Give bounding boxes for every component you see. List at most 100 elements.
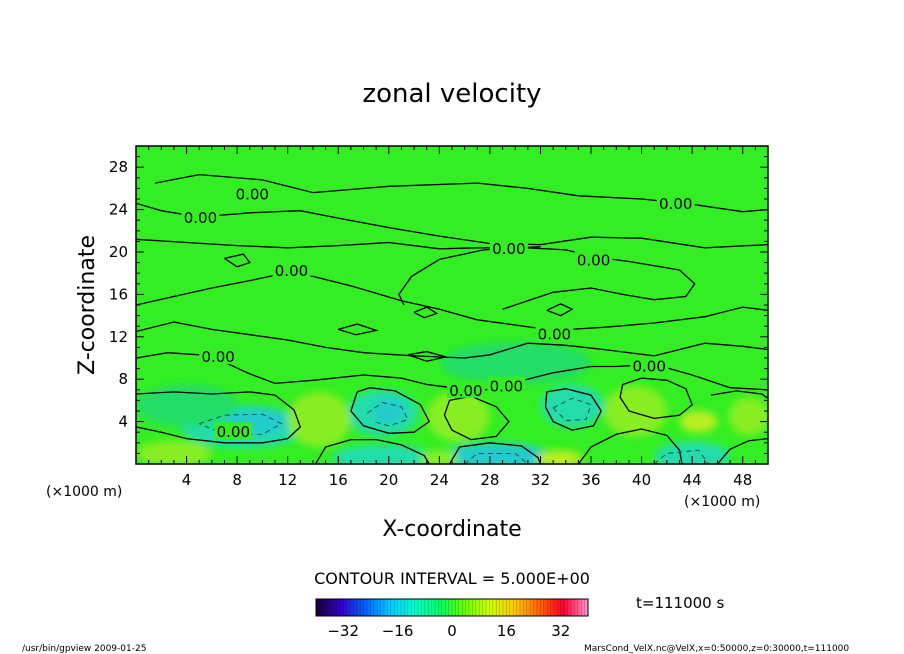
contour-line <box>136 274 768 332</box>
contour-line <box>544 388 602 431</box>
field-blob <box>372 398 406 424</box>
x-tick-label: 24 <box>430 471 449 489</box>
zero-contour-label: 0.00 <box>275 262 308 280</box>
zero-label-bg <box>214 422 253 440</box>
contour-line <box>136 321 768 359</box>
colorbar-stripes <box>319 599 585 616</box>
contour-line <box>224 253 251 268</box>
y-tick-label: 24 <box>109 201 128 219</box>
contour-line <box>710 390 768 399</box>
zero-label-bg <box>535 324 574 342</box>
zero-label-bg <box>489 238 528 256</box>
zero-label-bg <box>272 261 311 279</box>
contour-line <box>716 437 768 464</box>
contour-line <box>314 438 430 464</box>
x-axis-label: X-coordinate <box>382 517 521 542</box>
field-blob <box>728 397 768 436</box>
footer-left: /usr/bin/gpview 2009-01-25 <box>22 644 146 654</box>
y-tick-label: 4 <box>118 413 128 431</box>
contour-lines <box>136 173 768 464</box>
contour-line <box>136 391 302 444</box>
x-tick-label: 44 <box>683 471 702 489</box>
zero-label-bg <box>181 208 220 226</box>
zero-contour-label: 0.00 <box>236 186 269 204</box>
field-blob <box>536 450 583 464</box>
chart-title: zonal velocity <box>362 79 541 109</box>
zero-contour-label: 0.00 <box>490 378 523 396</box>
x-tick-label: 8 <box>232 471 242 489</box>
x-tick-label: 40 <box>632 471 651 489</box>
zero-contour-label: 0.00 <box>184 209 217 227</box>
x-tick-label: 12 <box>278 471 297 489</box>
contour-line <box>546 303 574 317</box>
field-blob <box>540 384 604 427</box>
y-tick-label: 16 <box>109 285 128 303</box>
colorbar-tick-label: 0 <box>447 622 457 640</box>
time-label: t=111000 s <box>636 594 724 612</box>
colorbar-tick-label: 16 <box>497 622 516 640</box>
zero-contour-label: 0.00 <box>217 423 250 441</box>
x-tick-label: 20 <box>379 471 398 489</box>
contour-line <box>407 350 446 362</box>
colorbar-tick-label: −16 <box>382 622 414 640</box>
zero-contour-label: 0.00 <box>659 195 692 213</box>
negative-contour-line <box>367 402 409 427</box>
contour-line <box>619 377 693 420</box>
contour-line <box>577 428 683 464</box>
x-tick-label: 16 <box>329 471 348 489</box>
contour-line <box>448 442 542 464</box>
zero-label-bg <box>574 250 613 268</box>
field-blob <box>603 385 667 437</box>
field-blob <box>439 342 592 385</box>
y-axis-label: Z-coordinate <box>75 235 100 375</box>
plot-area: 0.00 0.00 0.00 0.00 0.00 0.00 0.00 0.00 0.00 0.00… <box>136 146 768 464</box>
zero-label-bg <box>487 376 526 394</box>
field-blob <box>426 390 490 442</box>
y-tick-label: 8 <box>118 370 128 388</box>
field-blob <box>679 411 718 433</box>
x-tick-label: 48 <box>733 471 752 489</box>
x-tick-label: 4 <box>182 471 192 489</box>
y-tick-label: 12 <box>109 328 128 346</box>
zero-contour-label: 0.00 <box>577 251 610 269</box>
contour-line <box>338 323 379 336</box>
negative-contour-line <box>653 449 709 464</box>
zero-contour-label: 0.00 <box>201 348 234 366</box>
field-blobs <box>136 342 768 464</box>
zero-contour-label: 0.00 <box>538 326 571 344</box>
zero-contour-label: 0.00 <box>492 240 525 258</box>
field-blob <box>443 442 550 464</box>
contour-line <box>443 395 510 441</box>
field-blob <box>654 441 731 464</box>
footer-right: MarsCond_VelX.nc@VelX,x=0:50000,z=0:3000… <box>584 644 849 654</box>
zero-contour-label: 0.00 <box>632 357 665 375</box>
colorbar-tick-label: 32 <box>551 622 570 640</box>
contour-line <box>350 387 431 434</box>
x-tick-label: 36 <box>581 471 600 489</box>
contour-line <box>154 173 768 213</box>
y-axis-ticks: 4 8 12 16 20 24 28 <box>109 156 768 454</box>
zero-contour-labels: 0.00 0.00 0.00 0.00 0.00 0.00 0.00 0.00 0.00 0.00… <box>181 184 695 441</box>
colorbar: −32 −16 0 16 32 <box>315 598 589 640</box>
zero-label-bg <box>199 346 238 364</box>
zero-label-bg <box>630 356 669 374</box>
zero-label-bg <box>656 194 695 212</box>
field-blob <box>331 444 434 464</box>
x-axis-ticks: 4 8 12 16 20 24 28 32 36 40 44 48 <box>148 146 756 489</box>
contour-interval-text: CONTOUR INTERVAL = 5.000E+00 <box>314 569 590 588</box>
zero-label-bg <box>233 184 272 202</box>
zero-label-bg <box>446 380 485 398</box>
negative-contour-line <box>552 397 592 421</box>
y-tick-label: 20 <box>109 243 128 261</box>
field-blob <box>136 384 238 427</box>
x-unit-right: (×1000 m) <box>684 494 760 510</box>
x-tick-label: 32 <box>531 471 550 489</box>
x-unit-left: (×1000 m) <box>46 484 122 500</box>
x-tick-label: 28 <box>480 471 499 489</box>
field-blob <box>136 440 212 464</box>
field-blob <box>287 391 351 448</box>
colorbar-ticks: −32 −16 0 16 32 <box>327 622 570 640</box>
colorbar-tick-label: −32 <box>327 622 359 640</box>
zero-contour-label: 0.00 <box>449 382 482 400</box>
